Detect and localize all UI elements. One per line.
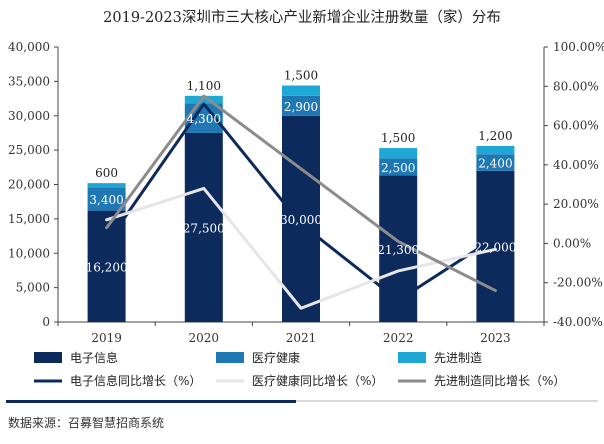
y2-tick-label: -20.00% [553,276,603,290]
line-group [105,94,497,310]
y-tick-label: 35,000 [8,74,50,88]
x-tick-label: 2020 [189,331,220,345]
data-label: 1,500 [381,131,415,145]
data-label: 1,200 [478,129,512,143]
y2-tick-label: 40.00% [553,158,599,172]
data-label: 27,500 [183,221,225,235]
x-tick-label: 2019 [91,331,122,345]
bar-2 [282,95,320,116]
legend-label: 医疗健康 [252,350,300,365]
bar-2 [476,154,515,171]
y-tick-label: 5,000 [16,281,50,295]
y2-tick-label: 0.00% [553,236,591,250]
data-label: 3,400 [89,193,123,207]
y-tick-label: 20,000 [8,178,50,192]
chart-title: 2019-2023深圳市三大核心产业新增企业注册数量（家）分布 [103,8,501,26]
legend-swatch [398,352,426,363]
bar-1 [184,132,223,322]
x-tick-label: 2023 [480,331,511,345]
bar-3 [87,183,126,188]
data-label: 21,300 [377,243,419,257]
data-label: 600 [95,166,118,180]
footer-divider [6,400,598,402]
y-tick-label: 40,000 [8,40,50,54]
data-label: 2,400 [478,157,512,171]
y2-tick-label: 60.00% [553,119,599,133]
legend-swatch [34,352,62,363]
bar-2 [379,158,418,176]
bar-1 [282,115,320,322]
bar-3 [476,146,515,155]
data-labels: 16,200 3,400 600 27,500 4,300 1,100 30,000 2,90… [86,69,517,275]
y-tick-label: 25,000 [8,143,50,157]
plot-area: 0 5,000 10,000 15,000 20,000 25,000 30,000 35,0… [8,40,604,345]
data-label: 2,900 [284,100,318,114]
bar-3 [184,95,223,104]
legend-label: 医疗健康同比增长（%） [252,373,383,388]
data-label: 16,200 [86,260,128,274]
y2-tick-label: -40.00% [553,315,603,329]
data-label: 1,100 [187,79,221,93]
y-tick-label: 15,000 [8,212,50,226]
data-label: 1,500 [284,69,318,83]
y2-tick-label: 100.00% [553,40,604,54]
y-tick-label: 10,000 [8,246,50,260]
bar-3 [379,148,418,159]
y-tick-label: 0 [42,315,50,329]
x-tick-label: 2022 [383,331,414,345]
y2-tick-label: 20.00% [553,197,599,211]
line-3 [105,94,497,293]
x-tick-label: 2021 [286,331,317,345]
legend-label: 电子信息同比增长（%） [70,373,201,388]
data-label: 22,000 [474,240,516,254]
chart: 2019-2023深圳市三大核心产业新增企业注册数量（家）分布 0 5,000 10… [8,8,604,388]
line-1 [105,102,497,302]
legend-label: 电子信息 [70,350,118,365]
y2-tick-label: 80.00% [553,79,599,93]
data-label: 30,000 [280,213,322,227]
legend-label: 先进制造 [434,351,482,365]
data-source-note: 数据来源：召募智慧招商系统 [8,416,165,430]
legend-label: 先进制造同比增长（%） [434,374,565,388]
legend-swatch [216,352,244,363]
line-2 [105,186,497,310]
bar-3 [282,85,320,96]
y-tick-label: 30,000 [8,109,50,123]
data-label: 4,300 [187,112,221,126]
data-label: 2,500 [381,161,415,175]
footer-divider-accent [6,400,296,403]
bar-2 [87,187,126,211]
